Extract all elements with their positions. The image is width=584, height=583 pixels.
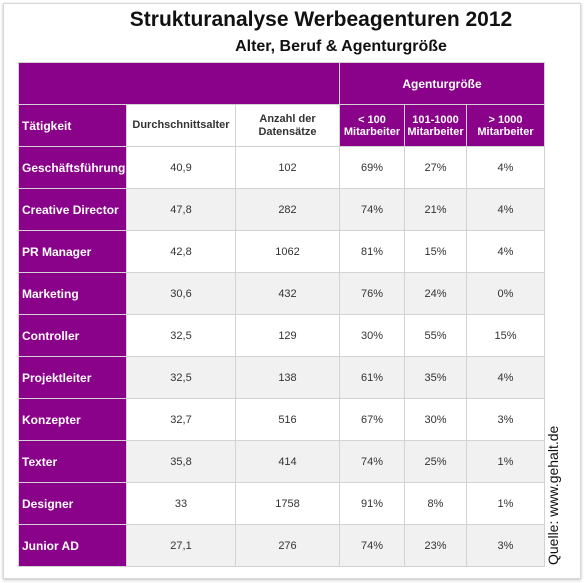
cell-anzahl: 432 [235, 272, 340, 315]
cell-mid: 30% [404, 398, 467, 441]
cell-large: 1% [466, 440, 545, 483]
cell-large: 4% [466, 146, 545, 189]
cell-mid: 25% [404, 440, 467, 483]
source-note-wrapper: Quelle: www.gehalt.de [544, 426, 584, 583]
cell-mid: 8% [404, 482, 467, 525]
cell-large: 4% [466, 188, 545, 231]
table-row: Projektleiter 32,5 138 61% 35% 4% [18, 356, 545, 399]
table-row: Marketing 30,6 432 76% 24% 0% [18, 272, 545, 315]
source-note: Quelle: www.gehalt.de [545, 425, 561, 565]
cell-anzahl: 516 [235, 398, 340, 441]
table-group-header-row: Agenturgröße [18, 62, 545, 105]
cell-small: 69% [339, 146, 405, 189]
cell-small: 30% [339, 314, 405, 357]
column-header-anzahl-line2: Datensätze [258, 125, 317, 138]
row-label: Geschäftsführung [18, 146, 127, 189]
column-header-small-line2: Mitarbeiter [343, 125, 401, 138]
column-header-mid-line1: 101-1000 [412, 113, 459, 126]
cell-anzahl: 276 [235, 524, 340, 567]
data-table: Agenturgröße Tätigkeit Durchschnittsalte… [18, 62, 545, 567]
table-row: Junior AD 27,1 276 74% 23% 3% [18, 524, 545, 567]
cell-alter: 42,8 [126, 230, 236, 273]
column-header-large: > 1000 Mitarbeiter [466, 104, 545, 147]
cell-large: 4% [466, 356, 545, 399]
row-label: Konzepter [18, 398, 127, 441]
row-label: Marketing [18, 272, 127, 315]
group-header-agenturgroesse: Agenturgröße [339, 62, 545, 105]
cell-small: 74% [339, 188, 405, 231]
table-row: Designer 33 1758 91% 8% 1% [18, 482, 545, 525]
cell-alter: 40,9 [126, 146, 236, 189]
cell-anzahl: 129 [235, 314, 340, 357]
row-label: Controller [18, 314, 127, 357]
page-title: Strukturanalyse Werbeagenturen 2012 [129, 8, 513, 31]
cell-small: 76% [339, 272, 405, 315]
row-label: Texter [18, 440, 127, 483]
cell-alter: 35,8 [126, 440, 236, 483]
cell-alter: 47,8 [126, 188, 236, 231]
column-header-taetigkeit: Tätigkeit [18, 104, 127, 147]
cell-mid: 15% [404, 230, 467, 273]
row-label: Creative Director [18, 188, 127, 231]
cell-mid: 55% [404, 314, 467, 357]
cell-small: 67% [339, 398, 405, 441]
page-subtitle: Alter, Beruf & Agenturgröße [235, 38, 447, 55]
cell-alter: 33 [126, 482, 236, 525]
cell-small: 61% [339, 356, 405, 399]
row-label: Junior AD [18, 524, 127, 567]
cell-alter: 32,5 [126, 356, 236, 399]
table-row: Geschäftsführung 40,9 102 69% 27% 4% [18, 146, 545, 189]
cell-anzahl: 1062 [235, 230, 340, 273]
table-row: Texter 35,8 414 74% 25% 1% [18, 440, 545, 483]
column-header-small: < 100 Mitarbeiter [339, 104, 405, 147]
cell-mid: 35% [404, 356, 467, 399]
cell-large: 1% [466, 482, 545, 525]
column-header-small-line1: < 100 [358, 113, 386, 126]
cell-mid: 21% [404, 188, 467, 231]
column-header-durchschnittsalter: Durchschnittsalter [126, 104, 236, 147]
table-row: PR Manager 42,8 1062 81% 15% 4% [18, 230, 545, 273]
cell-anzahl: 1758 [235, 482, 340, 525]
cell-alter: 32,7 [126, 398, 236, 441]
cell-anzahl: 282 [235, 188, 340, 231]
cell-large: 0% [466, 272, 545, 315]
column-header-mid: 101-1000 Mitarbeiter [404, 104, 467, 147]
cell-anzahl: 138 [235, 356, 340, 399]
cell-alter: 30,6 [126, 272, 236, 315]
column-header-large-line1: > 1000 [488, 113, 523, 126]
cell-small: 81% [339, 230, 405, 273]
cell-large: 15% [466, 314, 545, 357]
table-column-header-row: Tätigkeit Durchschnittsalter Anzahl der … [18, 104, 545, 147]
cell-large: 3% [466, 398, 545, 441]
table-row: Controller 32,5 129 30% 55% 15% [18, 314, 545, 357]
cell-small: 91% [339, 482, 405, 525]
cell-small: 74% [339, 524, 405, 567]
cell-small: 74% [339, 440, 405, 483]
cell-alter: 27,1 [126, 524, 236, 567]
column-header-large-line2: Mitarbeiter [477, 125, 534, 138]
row-label: Projektleiter [18, 356, 127, 399]
row-label: Designer [18, 482, 127, 525]
cell-mid: 23% [404, 524, 467, 567]
column-header-anzahl: Anzahl der Datensätze [235, 104, 340, 147]
column-header-mid-line2: Mitarbeiter [407, 125, 464, 138]
cell-large: 4% [466, 230, 545, 273]
cell-anzahl: 102 [235, 146, 340, 189]
cell-anzahl: 414 [235, 440, 340, 483]
cell-large: 3% [466, 524, 545, 567]
column-header-anzahl-line1: Anzahl der [259, 112, 316, 125]
table-row: Creative Director 47,8 282 74% 21% 4% [18, 188, 545, 231]
cell-mid: 24% [404, 272, 467, 315]
cell-alter: 32,5 [126, 314, 236, 357]
group-header-blank [18, 62, 340, 105]
row-label: PR Manager [18, 230, 127, 273]
cell-mid: 27% [404, 146, 467, 189]
table-row: Konzepter 32,7 516 67% 30% 3% [18, 398, 545, 441]
